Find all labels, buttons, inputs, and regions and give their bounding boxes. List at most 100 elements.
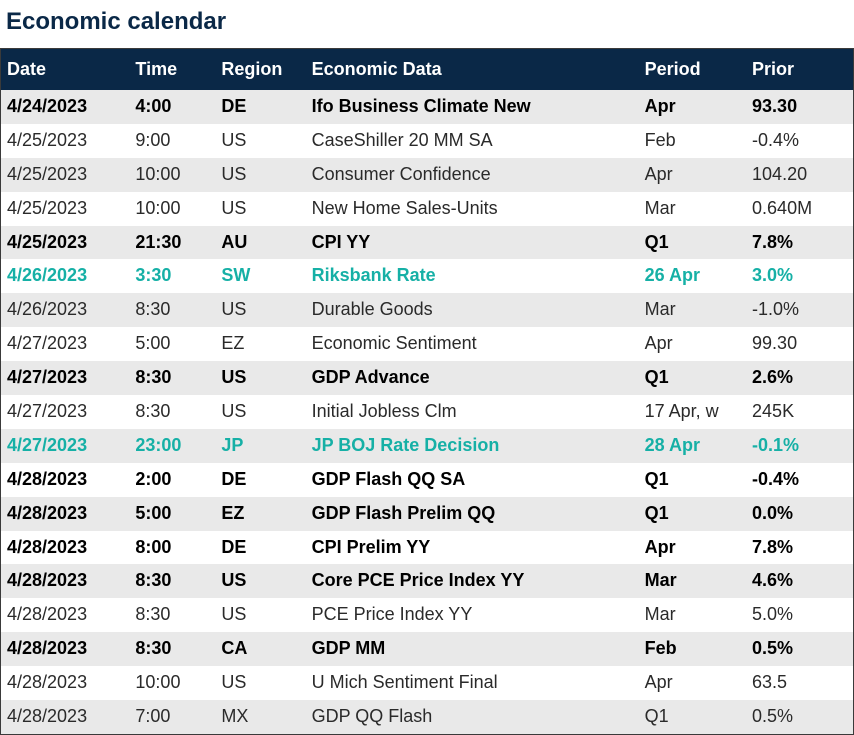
cell-period: Q1 [639, 463, 746, 497]
cell-prior: 104.20 [746, 158, 853, 192]
cell-region: US [215, 158, 305, 192]
cell-prior: 7.8% [746, 226, 853, 260]
cell-region: CA [215, 632, 305, 666]
cell-period: Apr [639, 90, 746, 124]
col-header-date: Date [1, 49, 130, 91]
cell-date: 4/25/2023 [1, 124, 130, 158]
cell-region: US [215, 564, 305, 598]
table-row: 4/26/20238:30USDurable GoodsMar-1.0% [1, 293, 854, 327]
table-row: 4/25/202310:00USNew Home Sales-UnitsMar0… [1, 192, 854, 226]
cell-period: Q1 [639, 700, 746, 734]
cell-prior: 4.6% [746, 564, 853, 598]
table-row: 4/28/20237:00MXGDP QQ FlashQ10.5% [1, 700, 854, 734]
cell-period: Mar [639, 564, 746, 598]
cell-prior: 3.0% [746, 259, 853, 293]
cell-date: 4/26/2023 [1, 293, 130, 327]
cell-data: Durable Goods [306, 293, 639, 327]
economic-calendar-table: DateTimeRegionEconomic DataPeriodPrior 4… [0, 48, 854, 735]
cell-region: US [215, 293, 305, 327]
cell-region: US [215, 598, 305, 632]
cell-prior: 0.5% [746, 700, 853, 734]
cell-prior: 245K [746, 395, 853, 429]
cell-prior: -0.4% [746, 463, 853, 497]
cell-region: SW [215, 259, 305, 293]
cell-time: 4:00 [129, 90, 215, 124]
cell-region: US [215, 395, 305, 429]
cell-prior: 2.6% [746, 361, 853, 395]
cell-date: 4/27/2023 [1, 429, 130, 463]
cell-prior: 7.8% [746, 531, 853, 565]
cell-date: 4/25/2023 [1, 226, 130, 260]
cell-period: Q1 [639, 226, 746, 260]
cell-data: Initial Jobless Clm [306, 395, 639, 429]
col-header-time: Time [129, 49, 215, 91]
table-row: 4/26/20233:30SWRiksbank Rate26 Apr3.0% [1, 259, 854, 293]
cell-date: 4/28/2023 [1, 598, 130, 632]
cell-prior: 99.30 [746, 327, 853, 361]
cell-data: CPI YY [306, 226, 639, 260]
cell-data: JP BOJ Rate Decision [306, 429, 639, 463]
cell-prior: 5.0% [746, 598, 853, 632]
cell-region: US [215, 666, 305, 700]
cell-region: JP [215, 429, 305, 463]
cell-period: Mar [639, 293, 746, 327]
cell-period: Q1 [639, 361, 746, 395]
cell-data: CPI Prelim YY [306, 531, 639, 565]
cell-time: 5:00 [129, 497, 215, 531]
cell-data: Riksbank Rate [306, 259, 639, 293]
cell-region: US [215, 192, 305, 226]
calendar-container: Economic calendar DateTimeRegionEconomic… [0, 0, 854, 735]
table-row: 4/28/202310:00USU Mich Sentiment FinalAp… [1, 666, 854, 700]
cell-time: 9:00 [129, 124, 215, 158]
cell-prior: -0.4% [746, 124, 853, 158]
cell-time: 8:30 [129, 632, 215, 666]
cell-data: GDP Flash QQ SA [306, 463, 639, 497]
table-row: 4/28/20238:30CAGDP MMFeb0.5% [1, 632, 854, 666]
cell-date: 4/28/2023 [1, 564, 130, 598]
cell-region: DE [215, 463, 305, 497]
cell-time: 10:00 [129, 666, 215, 700]
cell-region: AU [215, 226, 305, 260]
cell-region: US [215, 124, 305, 158]
cell-date: 4/25/2023 [1, 192, 130, 226]
cell-date: 4/28/2023 [1, 497, 130, 531]
cell-date: 4/28/2023 [1, 463, 130, 497]
cell-period: Apr [639, 158, 746, 192]
table-row: 4/27/20238:30USGDP AdvanceQ12.6% [1, 361, 854, 395]
cell-period: Mar [639, 598, 746, 632]
cell-data: Core PCE Price Index YY [306, 564, 639, 598]
cell-date: 4/24/2023 [1, 90, 130, 124]
cell-period: Q1 [639, 497, 746, 531]
cell-period: 28 Apr [639, 429, 746, 463]
cell-period: Feb [639, 632, 746, 666]
cell-date: 4/28/2023 [1, 666, 130, 700]
table-row: 4/25/202310:00USConsumer ConfidenceApr10… [1, 158, 854, 192]
table-row: 4/27/202323:00JPJP BOJ Rate Decision28 A… [1, 429, 854, 463]
cell-period: Feb [639, 124, 746, 158]
cell-time: 21:30 [129, 226, 215, 260]
cell-time: 8:30 [129, 564, 215, 598]
cell-data: GDP QQ Flash [306, 700, 639, 734]
cell-period: Apr [639, 531, 746, 565]
cell-time: 10:00 [129, 158, 215, 192]
cell-date: 4/28/2023 [1, 632, 130, 666]
cell-time: 8:30 [129, 361, 215, 395]
cell-period: Mar [639, 192, 746, 226]
table-row: 4/28/20238:30USPCE Price Index YYMar5.0% [1, 598, 854, 632]
cell-region: US [215, 361, 305, 395]
cell-date: 4/26/2023 [1, 259, 130, 293]
cell-period: Apr [639, 327, 746, 361]
cell-data: U Mich Sentiment Final [306, 666, 639, 700]
cell-region: DE [215, 531, 305, 565]
cell-time: 8:30 [129, 395, 215, 429]
table-row: 4/25/20239:00USCaseShiller 20 MM SAFeb-0… [1, 124, 854, 158]
page-title: Economic calendar [0, 0, 854, 48]
cell-data: GDP MM [306, 632, 639, 666]
table-body: 4/24/20234:00DEIfo Business Climate NewA… [1, 90, 854, 734]
cell-period: 26 Apr [639, 259, 746, 293]
cell-data: GDP Flash Prelim QQ [306, 497, 639, 531]
cell-region: MX [215, 700, 305, 734]
table-row: 4/28/20232:00DEGDP Flash QQ SAQ1-0.4% [1, 463, 854, 497]
cell-data: New Home Sales-Units [306, 192, 639, 226]
col-header-region: Region [215, 49, 305, 91]
